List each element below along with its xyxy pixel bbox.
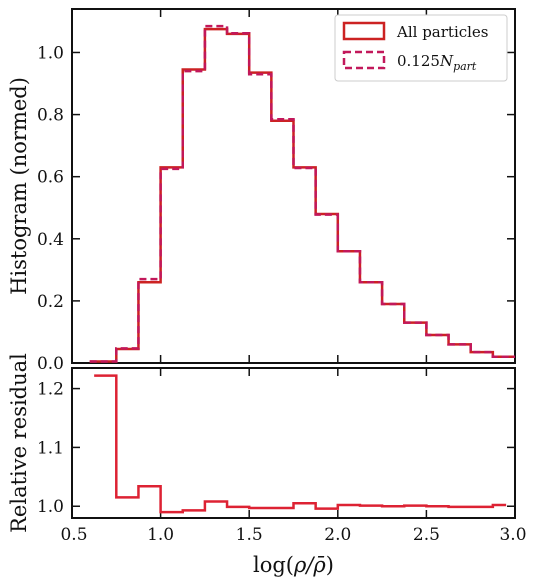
y-tick-label: 0.4 xyxy=(37,230,64,250)
residual-ticks: 1.0 1.1 1.2 0.5 1.0 1.5 2.0 2.5 3.0 xyxy=(37,368,527,545)
y-tick-label: 0.8 xyxy=(37,106,64,126)
legend: All particles 0.125Npart xyxy=(334,14,508,82)
x-tick-label: 3.0 xyxy=(499,525,526,545)
legend-label-all-particles: All particles xyxy=(396,23,489,41)
residual-series xyxy=(94,374,507,514)
legend-label-subsample: 0.125Npart xyxy=(397,52,477,73)
residual-panel: 1.0 1.1 1.2 0.5 1.0 1.5 2.0 2.5 3.0 Relative res… xyxy=(7,353,527,577)
x-tick-label: 1.0 xyxy=(147,525,174,545)
series-subsample-line xyxy=(89,24,515,363)
x-tick-label: 0.5 xyxy=(60,525,87,545)
y-tick-label: 0.2 xyxy=(37,292,64,312)
series-all-particles-line xyxy=(89,27,515,363)
legend-label-subsample-subscript: part xyxy=(453,60,477,73)
residual-y-tick-label: 1.0 xyxy=(37,497,64,517)
y-tick-label: 1.0 xyxy=(37,43,64,63)
residual-line xyxy=(94,374,507,514)
legend-label-subsample-base: 0.125 xyxy=(397,52,440,70)
y-tick-label: 0.0 xyxy=(37,354,64,374)
residual-y-tick-label: 1.2 xyxy=(37,380,64,400)
legend-label-subsample-symbol: N xyxy=(439,52,454,70)
histogram-series xyxy=(89,24,515,363)
histogram-axes-frame xyxy=(71,8,516,364)
residual-y-axis-label: Relative residual xyxy=(7,353,31,533)
x-tick-label: 2.5 xyxy=(413,525,440,545)
x-tick-label: 2.0 xyxy=(324,525,351,545)
residual-axes-frame xyxy=(71,367,516,519)
histogram-y-ticks: 0.0 0.2 0.4 0.6 0.8 1.0 xyxy=(37,9,516,374)
histogram-y-axis-label: Histogram (normed) xyxy=(7,77,31,295)
x-tick-label: 1.5 xyxy=(236,525,263,545)
x-axis-label: log(ρ/ρ̄) xyxy=(253,553,334,577)
legend-box xyxy=(334,14,508,82)
legend-key-subsample xyxy=(342,50,386,70)
histogram-panel: 0.0 0.2 0.4 0.6 0.8 1.0 Histogram (normed) Al… xyxy=(7,8,516,374)
residual-y-tick-label: 1.1 xyxy=(37,438,64,458)
legend-key-all-particles xyxy=(342,21,386,41)
y-tick-label: 0.6 xyxy=(37,168,64,188)
